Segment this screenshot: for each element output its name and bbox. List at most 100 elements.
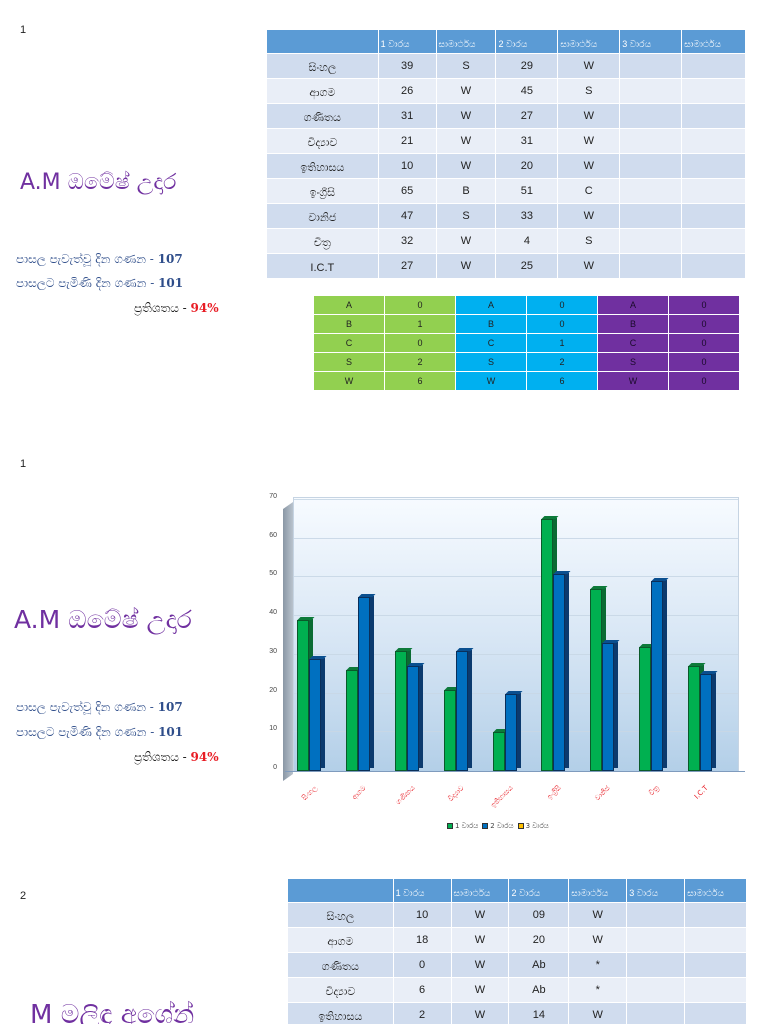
cell-term1-mark: 31	[377, 103, 437, 129]
cell-term3-grade	[684, 927, 747, 953]
x-axis-label: ඉංග්‍රීසි	[545, 784, 564, 802]
cell-term3-mark	[619, 203, 683, 229]
term2-grade-count: 0	[526, 314, 598, 334]
term2-grade-letter: S	[455, 352, 527, 372]
cell-term1-grade: W	[450, 977, 510, 1003]
cell-term3-grade	[681, 53, 746, 79]
attended-days-label: පාසලට පැමිණි දින ගණන -	[16, 725, 155, 739]
gridline	[294, 653, 738, 655]
y-axis-tick: 20	[269, 686, 277, 694]
cell-term1-grade: W	[450, 952, 510, 978]
school-days-line: පාසල පැවැත්වූ දින ගණන - 107	[16, 700, 183, 715]
cell-term1-mark: 18	[392, 927, 452, 953]
percentage-value: 94%	[190, 301, 219, 315]
cell-term2-grade: W	[557, 253, 621, 279]
marks-table-header: 1 වාරය සාමාර්ථය 2 වාරය සාමාර්ථය 3 වාරය ස…	[266, 29, 746, 54]
cell-term2-mark: 20	[508, 927, 570, 953]
bar-top	[456, 648, 474, 651]
bar-series2	[700, 671, 718, 771]
term2-grade-letter: B	[455, 314, 527, 334]
term2-grade-letter: W	[455, 371, 527, 391]
table-row: සිංහල 10 W 09 W	[287, 902, 747, 928]
cell-term2-grade: C	[557, 178, 621, 204]
table-row: වානිජ 47 S 33 W	[266, 203, 746, 229]
term1-grade-count: 0	[384, 333, 456, 353]
cell-term1-mark: 65	[377, 178, 437, 204]
y-axis-tick: 0	[273, 764, 277, 771]
term2-grade-count: 0	[526, 295, 598, 315]
cell-term3-grade	[684, 902, 747, 928]
y-axis-tick: 40	[269, 609, 277, 617]
bar-series1	[345, 667, 364, 771]
cell-term3-grade	[684, 952, 747, 978]
header-term2: 2 වාරය	[508, 878, 570, 903]
table-row: ආගම 18 W 20 W	[287, 927, 747, 953]
cell-term2-mark: Ab	[508, 977, 570, 1003]
term1-grade-letter: W	[313, 371, 385, 391]
header-grade3: සාමාර්ථය	[684, 878, 747, 903]
cell-term1-mark: 2	[392, 1002, 452, 1024]
bar-series2	[651, 578, 669, 771]
school-days-value: 107	[157, 700, 183, 714]
cell-term1-grade: W	[435, 128, 497, 154]
cell-subject: චිත්‍ර	[266, 228, 379, 254]
x-axis-label: විද්‍යාව	[446, 784, 466, 804]
percentage-value: 94%	[190, 750, 219, 764]
cell-term1-grade: B	[435, 178, 497, 204]
bar-series1	[394, 648, 413, 771]
header-subject	[287, 878, 394, 903]
term3-grade-count: 0	[668, 352, 740, 372]
cell-term3-grade	[681, 253, 746, 279]
attended-days-value: 101	[158, 276, 184, 290]
page-number: 1	[20, 458, 27, 470]
cell-term2-grade: W	[568, 902, 628, 928]
table-row: ගණිතය 0 W Ab *	[287, 952, 747, 978]
cell-subject: සිංහල	[266, 53, 379, 79]
gridline	[294, 499, 738, 500]
cell-term1-grade: W	[435, 228, 497, 254]
school-days-line: පාසල පැවැත්වූ දින ගණන - 107	[16, 252, 183, 267]
term3-grade-letter: A	[597, 295, 669, 315]
cell-term2-grade: W	[568, 927, 628, 953]
marks-table-header: 1 වාරය සාමාර්ථය 2 වාරය සාමාර්ථය 3 වාරය ස…	[287, 878, 747, 903]
bar-series2	[309, 655, 327, 771]
bar-side	[614, 642, 619, 768]
legend-swatch	[517, 823, 524, 829]
cell-term3-mark	[626, 927, 686, 953]
percentage-line: ප්‍රතිශතය - 94%	[134, 750, 219, 765]
table-row: ආගම 26 W 45 S	[266, 78, 746, 104]
table-row: ඉතිහාසය 2 W 14 W	[287, 1002, 747, 1024]
cell-subject: ආගම	[287, 927, 394, 953]
term1-grade-letter: B	[313, 314, 385, 334]
table-row: ඉතිහාසය 10 W 20 W	[266, 153, 746, 179]
cell-subject: ඉංග්‍රීසි	[266, 178, 379, 204]
cell-subject: ගණිතය	[266, 103, 379, 129]
bar-top	[505, 690, 523, 694]
legend-label: 2 වාරය	[490, 822, 514, 830]
cell-term1-grade: W	[435, 253, 497, 279]
student-name: A.M ඔමේෂ් උදාර	[14, 605, 192, 634]
term2-grade-count: 1	[526, 333, 598, 353]
x-axis-label: ආගම	[350, 784, 368, 802]
term3-grade-letter: C	[597, 333, 669, 353]
bar-series1	[688, 663, 706, 771]
cell-term1-mark: 6	[392, 977, 452, 1003]
cell-subject: ඉතිහාසය	[287, 1002, 394, 1024]
attended-days-value: 101	[158, 725, 184, 739]
y-axis-tick: 60	[269, 531, 277, 539]
chart-x-axis	[285, 771, 745, 772]
student-name: A.M ඔමේෂ් උදාර	[20, 170, 177, 195]
cell-term1-grade: W	[450, 927, 510, 953]
table-row: සිංහල 39 S 29 W	[266, 53, 746, 79]
cell-term2-mark: 20	[495, 153, 559, 179]
cell-term3-mark	[619, 178, 683, 204]
cell-term2-grade: *	[568, 952, 628, 978]
cell-term3-grade	[681, 203, 746, 229]
cell-term2-grade: W	[557, 53, 621, 79]
term1-grade-letter: S	[313, 352, 385, 372]
cell-subject: I.C.T	[266, 253, 379, 279]
term3-grade-letter: S	[597, 352, 669, 372]
cell-term1-mark: 0	[392, 952, 452, 978]
cell-term1-mark: 27	[377, 253, 437, 279]
cell-term1-mark: 47	[377, 203, 437, 229]
